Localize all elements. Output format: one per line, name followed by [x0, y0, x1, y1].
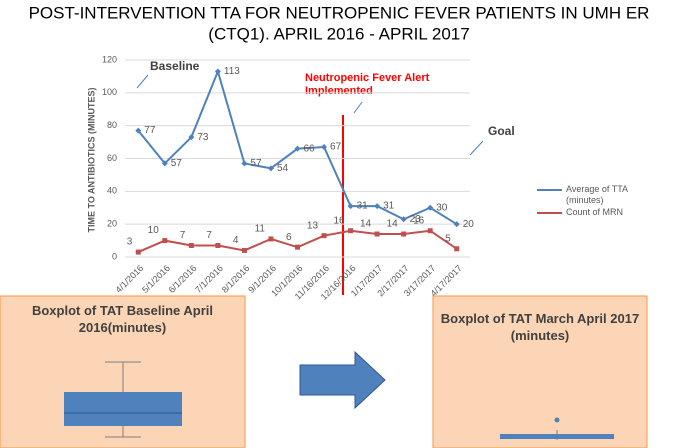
data-label: 5	[445, 233, 451, 244]
x-tick-label: 7/1/2016	[193, 263, 225, 295]
point-marker	[162, 238, 168, 244]
point-marker	[374, 203, 381, 210]
data-label: 67	[330, 142, 342, 153]
annotation: Neutropenic Fever Alert Implemented	[305, 72, 430, 97]
annotation: Baseline	[150, 59, 200, 73]
data-label: 57	[171, 158, 183, 169]
point-marker	[267, 165, 274, 172]
point-marker	[295, 244, 300, 250]
data-label: 7	[206, 230, 212, 241]
panel-title-box: Boxplot of TAT March April 2017 (minutes…	[440, 311, 640, 343]
point-marker	[215, 243, 221, 249]
point-marker	[294, 145, 301, 152]
x-tick-label: 8/1/2016	[220, 263, 252, 295]
point-marker	[268, 236, 274, 242]
point-marker	[454, 246, 460, 252]
data-label: 20	[463, 219, 475, 230]
arrow	[469, 140, 484, 156]
data-label: 16	[333, 215, 345, 226]
y-axis-label: TIME TO ANTIBIOTICS (MINUTES)	[86, 88, 96, 233]
legend-box: Average of TTA (minutes)	[566, 184, 628, 205]
point-marker	[400, 216, 407, 223]
panel-title: Boxplot of TAT March April 2017 (minutes…	[440, 311, 640, 343]
data-label: 23	[410, 214, 422, 225]
data-label: 16	[413, 215, 425, 226]
point-marker	[453, 221, 460, 228]
data-label: 30	[436, 202, 448, 213]
legend-label: Average of TTA (minutes)	[566, 184, 628, 205]
y-tick-label: 100	[102, 87, 117, 97]
outlier	[554, 417, 560, 423]
data-label: 4	[233, 235, 239, 246]
panel-title: Boxplot of TAT Baseline April 2016(minut…	[31, 303, 214, 335]
x-tick-label: 6/1/2016	[167, 263, 199, 295]
point-marker	[427, 228, 433, 234]
data-label: 3	[127, 237, 133, 248]
y-tick-label: 0	[112, 251, 117, 261]
point-marker	[348, 228, 354, 234]
point-marker	[427, 204, 434, 211]
x-tick-label: 4/1/2016	[114, 263, 146, 295]
legend-label: Count of MRN	[566, 207, 624, 217]
data-label: 6	[286, 232, 292, 243]
y-tick-label: 80	[107, 120, 117, 130]
point-marker	[135, 249, 141, 255]
data-label: 73	[197, 132, 209, 143]
data-label: 31	[383, 201, 395, 212]
data-label: 7	[180, 230, 186, 241]
data-label: 10	[148, 225, 160, 236]
data-label: 113	[224, 66, 240, 77]
point-marker	[188, 243, 194, 249]
y-tick-label: 40	[107, 186, 117, 196]
point-marker	[347, 203, 354, 210]
point-marker	[214, 68, 221, 75]
panel-title-box: Boxplot of TAT Baseline April 2016(minut…	[31, 303, 214, 335]
annotation-box: Neutropenic Fever Alert Implemented	[305, 72, 430, 97]
data-label: 11	[255, 224, 266, 235]
panel	[432, 295, 648, 448]
point-marker	[321, 233, 327, 239]
data-label: 13	[307, 220, 319, 231]
y-tick-label: 120	[102, 54, 117, 64]
title: POST-INTERVENTION TTA FOR NEUTROPENIC FE…	[29, 3, 650, 22]
point-marker	[401, 231, 407, 237]
x-tick-label: 5/1/2016	[140, 263, 172, 295]
arrow-shape	[299, 350, 386, 410]
box	[500, 434, 614, 439]
data-label: 14	[360, 219, 372, 230]
point-marker	[241, 160, 248, 167]
arrow	[136, 74, 149, 89]
point-marker	[241, 247, 247, 253]
subtitle: (CTQ1). APRIL 2016 - APRIL 2017	[208, 24, 469, 43]
data-label: 31	[357, 201, 369, 212]
point-marker	[161, 160, 168, 167]
point-marker	[321, 144, 328, 151]
data-label: 57	[250, 158, 262, 169]
data-label: 14	[387, 219, 399, 230]
annotation: Goal	[488, 124, 515, 138]
data-label: 66	[304, 143, 316, 154]
point-marker	[374, 231, 380, 237]
box	[64, 392, 182, 426]
data-label: 77	[144, 125, 156, 136]
y-tick-label: 60	[107, 153, 117, 163]
arrow	[353, 101, 363, 114]
point-marker	[188, 134, 195, 141]
data-label: 54	[277, 163, 289, 174]
y-tick-label: 20	[107, 219, 117, 229]
point-marker	[135, 127, 142, 134]
legend-box: Count of MRN	[566, 207, 624, 217]
